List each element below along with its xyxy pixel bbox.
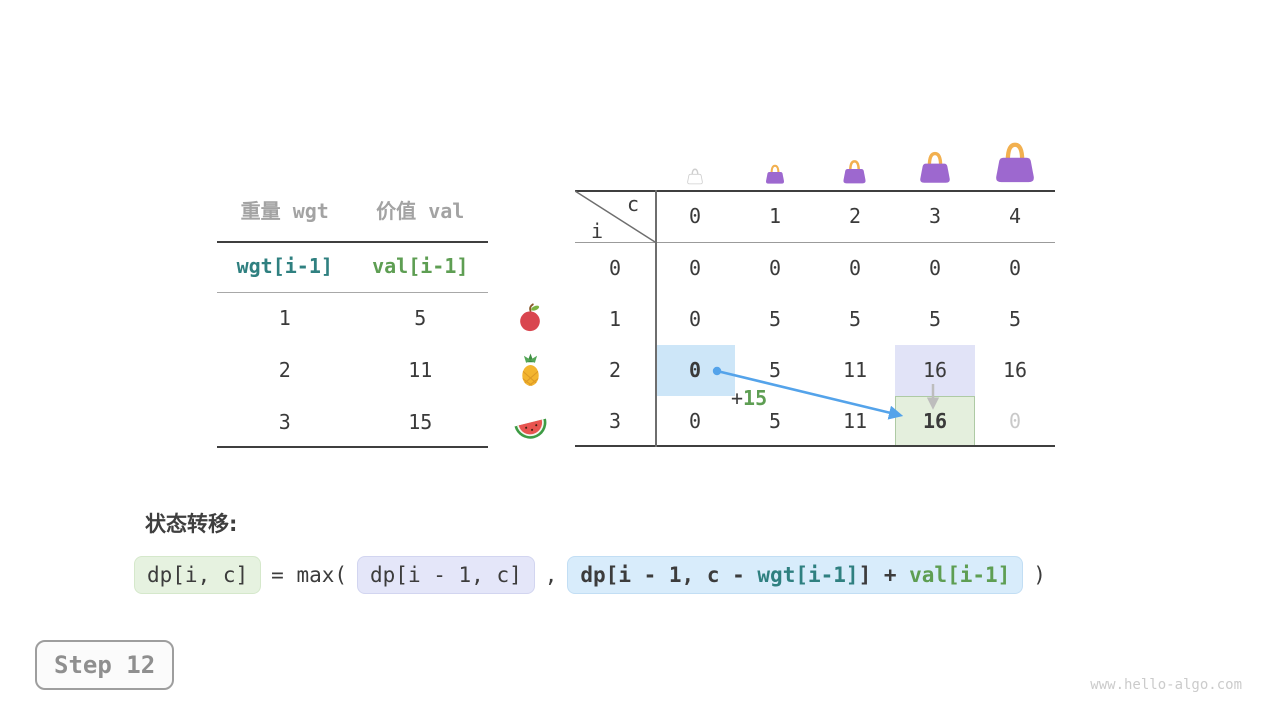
items-var-wgt: wgt[i-1] xyxy=(236,254,333,278)
dp-cell: 16 xyxy=(1002,358,1028,382)
items-header-value: 价值 val xyxy=(376,199,465,223)
grid-line xyxy=(575,242,1055,243)
bag-purple-icon xyxy=(992,139,1038,185)
bag-outline-icon xyxy=(686,168,704,185)
bag-purple-icon xyxy=(918,151,952,185)
item-value: 15 xyxy=(408,410,433,434)
col-header: 4 xyxy=(1008,204,1022,228)
dp-cell: 0 xyxy=(848,256,862,280)
plus-sign: + xyxy=(731,386,744,410)
item-value: 5 xyxy=(414,306,427,330)
added-value: 15 xyxy=(743,386,768,410)
items-row-3: 3 15 xyxy=(217,396,488,448)
row-header: 2 xyxy=(608,358,622,382)
items-row-2: 2 11 xyxy=(217,344,488,396)
divider xyxy=(217,446,488,448)
row-header: 1 xyxy=(608,307,622,331)
dp-cell-unfilled: 0 xyxy=(1008,409,1022,433)
formula-lhs: dp[i, c] xyxy=(134,556,262,594)
items-var-val: val[i-1] xyxy=(372,254,469,278)
option-take-wgt: wgt[i-1] xyxy=(757,563,859,587)
row-header: 0 xyxy=(608,256,622,280)
col-var-label: c xyxy=(626,192,639,216)
dp-cell: 5 xyxy=(928,307,942,331)
col-header: 3 xyxy=(928,204,942,228)
add-value-annotation: +15 xyxy=(731,386,767,410)
items-header-weight: 重量 wgt xyxy=(240,199,329,223)
watermark: www.hello-algo.com xyxy=(1090,677,1242,693)
row-var-label: i xyxy=(591,219,604,243)
dp-table: c i 0 1 2 3 4 0 0 0 0 0 0 1 0 5 5 5 5 2 xyxy=(575,190,1055,447)
items-row-1: 1 5 xyxy=(217,292,488,344)
dp-cell: 0 xyxy=(688,409,702,433)
dp-cell: 5 xyxy=(848,307,862,331)
highlight-above-cell xyxy=(895,345,975,396)
dp-row-1: 1 0 5 5 5 5 xyxy=(575,294,1055,345)
formula-eq-max: = max( xyxy=(271,563,348,587)
formula-option-take: dp[i - 1, c - wgt[i-1]] + val[i-1] xyxy=(567,556,1024,594)
dp-row-0: 0 0 0 0 0 0 xyxy=(575,243,1055,294)
dp-row-3: 3 0 5 11 16 0 xyxy=(575,396,1055,447)
transition-formula: dp[i, c] = max( dp[i - 1, c] , dp[i - 1,… xyxy=(134,556,1046,594)
dp-cell-current: 16 xyxy=(922,409,948,433)
dp-cell: 0 xyxy=(688,307,702,331)
dp-header-row: c i 0 1 2 3 4 xyxy=(575,190,1055,243)
watermelon-icon xyxy=(514,418,549,441)
dp-cell: 0 xyxy=(688,256,702,280)
col-header: 1 xyxy=(768,204,782,228)
bag-purple-icon xyxy=(764,164,786,185)
row-header: 3 xyxy=(608,409,622,433)
option-take-prefix: dp[i - 1, c - xyxy=(580,563,758,587)
formula-comma: , xyxy=(544,563,558,587)
item-value: 11 xyxy=(408,358,433,382)
dp-row-2: 2 0 5 11 16 16 xyxy=(575,345,1055,396)
apple-icon xyxy=(519,303,541,333)
dp-cell: 0 xyxy=(768,256,782,280)
step-badge: Step 12 xyxy=(35,640,175,690)
pineapple-icon xyxy=(513,353,548,388)
option-take-val: val[i-1] xyxy=(909,563,1011,587)
dp-cell: 5 xyxy=(1008,307,1022,331)
dp-cell-above: 16 xyxy=(922,358,948,382)
col-header: 2 xyxy=(848,204,862,228)
col-header: 0 xyxy=(688,204,702,228)
item-weight: 1 xyxy=(278,306,291,330)
formula-option-skip: dp[i - 1, c] xyxy=(357,556,535,594)
divider xyxy=(217,292,488,293)
transition-label: 状态转移: xyxy=(145,512,238,536)
grid-line xyxy=(575,190,1055,192)
item-weight: 2 xyxy=(278,358,291,382)
grid-line xyxy=(575,445,1055,447)
dp-corner-cell: c i xyxy=(575,190,655,243)
option-take-mid: ] + xyxy=(858,563,910,587)
dp-cell: 11 xyxy=(842,358,868,382)
formula-close-paren: ) xyxy=(1033,563,1046,587)
dp-cell: 0 xyxy=(1008,256,1022,280)
item-weight: 3 xyxy=(278,410,291,434)
dp-cell: 0 xyxy=(928,256,942,280)
dp-cell: 5 xyxy=(768,307,782,331)
bag-purple-icon xyxy=(842,160,867,185)
items-table: 重量 wgt 价值 val wgt[i-1] val[i-1] 1 5 2 11… xyxy=(217,186,488,448)
dp-cell-source: 0 xyxy=(688,358,702,382)
grid-line xyxy=(655,190,657,447)
corner-diagonal xyxy=(575,190,655,243)
divider xyxy=(217,241,488,243)
dp-cell: 11 xyxy=(842,409,868,433)
